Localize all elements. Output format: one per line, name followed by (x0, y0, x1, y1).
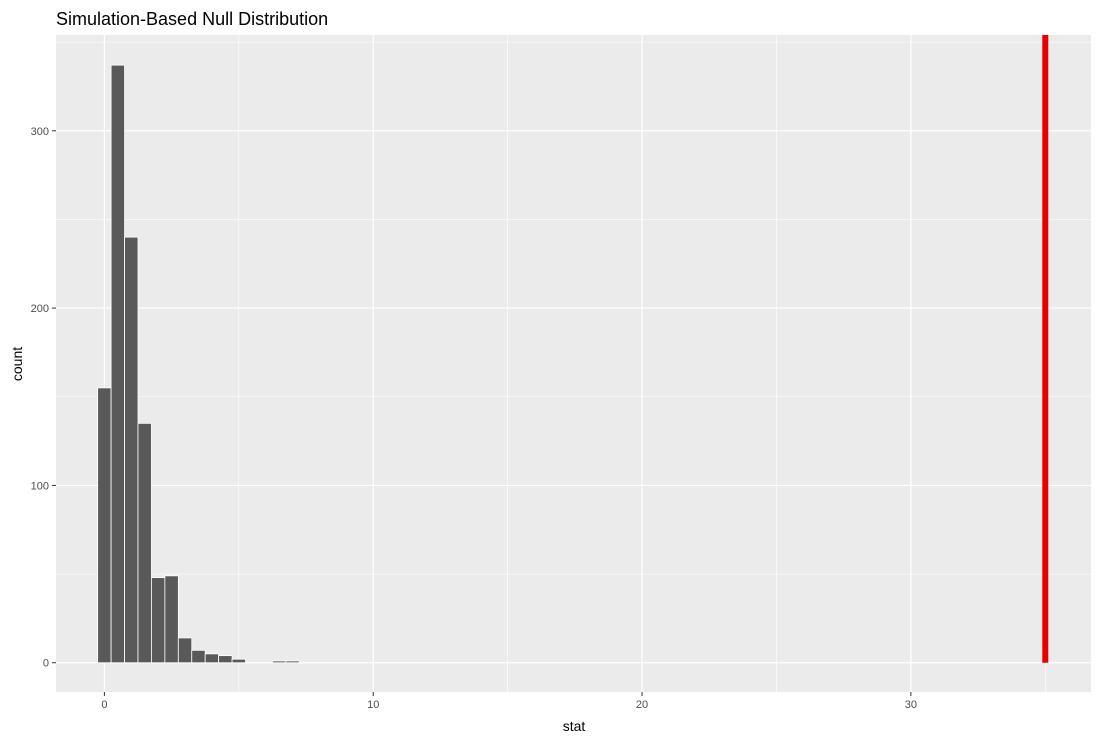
histogram-bar (272, 660, 287, 664)
histogram-bars (97, 64, 300, 664)
plot-panel (56, 35, 1091, 692)
y-tick-label: 300 (31, 126, 49, 138)
histogram-bar (124, 236, 139, 664)
histogram-bar (151, 577, 166, 664)
x-tick-label: 30 (905, 699, 917, 711)
histogram-bar (137, 422, 152, 664)
axis-ticks (52, 130, 912, 696)
y-tick-label: 0 (43, 658, 49, 670)
major-gridlines (56, 35, 1091, 692)
histogram-bar (231, 658, 246, 664)
y-axis-title: count (9, 347, 25, 381)
histogram-bar (191, 649, 206, 664)
histogram-bar (110, 64, 125, 664)
histogram-bar (97, 387, 112, 664)
x-axis-title: stat (563, 718, 586, 734)
x-tick-label: 0 (101, 699, 107, 711)
x-tick-label: 10 (367, 699, 379, 711)
histogram-bar (204, 653, 220, 664)
histogram-bar (177, 637, 193, 664)
histogram-bar (164, 575, 179, 664)
histogram-bar (218, 655, 233, 664)
chart-title: Simulation-Based Null Distribution (56, 9, 328, 29)
histogram-bar (285, 660, 300, 664)
x-tick-label: 20 (636, 699, 648, 711)
y-tick-label: 200 (31, 303, 49, 315)
y-tick-label: 100 (31, 480, 49, 492)
